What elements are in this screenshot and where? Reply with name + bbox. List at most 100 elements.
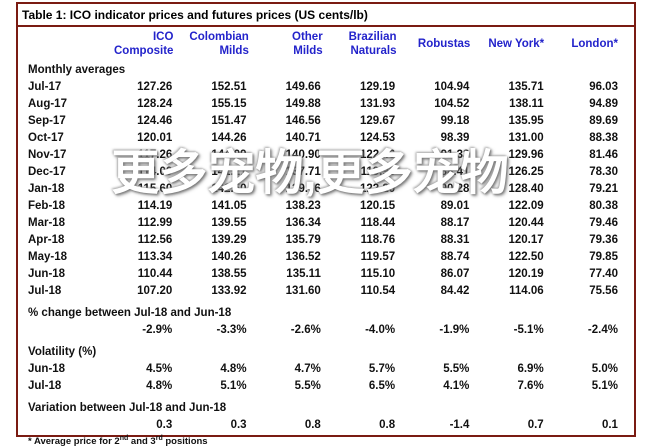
footnote-sup-nd: nd <box>119 435 129 442</box>
column-header-4: Brazilian Naturals <box>348 31 397 57</box>
value-cell: 127.26 <box>137 80 173 93</box>
value-cell: 79.46 <box>589 216 618 229</box>
row-label: Jul-18 <box>28 284 62 297</box>
value-cell: -5.1% <box>513 323 544 336</box>
value-cell: 128.24 <box>137 97 173 110</box>
value-cell: 141.21 <box>211 165 247 178</box>
value-cell: -2.9% <box>142 323 173 336</box>
value-cell: 122.20 <box>359 182 396 195</box>
section-label-row: Volatility (%) <box>18 343 634 360</box>
row-label: Apr-18 <box>28 233 65 246</box>
value-cell: 149.66 <box>285 80 321 93</box>
value-cell: 6.9% <box>517 362 544 375</box>
value-cell: 5.5% <box>294 379 321 392</box>
value-cell: 79.36 <box>589 233 618 246</box>
header-row: ICO Composite Colombian Milds Other Milds Braz… <box>18 27 634 61</box>
row-label: Jun-18 <box>28 267 66 280</box>
value-cell: 142.50 <box>211 182 247 195</box>
value-cell: 135.95 <box>508 114 544 127</box>
volatility-row: Jun-18 4.5% 4.8% 4.7% 5.7% 5.5% 6.9% 5.0% <box>18 360 634 377</box>
value-cell: 5.1% <box>591 379 618 392</box>
value-cell: 88.31 <box>440 233 470 246</box>
row-label: Sep-17 <box>28 114 66 127</box>
value-cell: 84.42 <box>440 284 470 297</box>
value-cell: 110.44 <box>137 267 173 280</box>
value-cell: 79.85 <box>589 250 618 263</box>
value-cell: -2.6% <box>290 323 321 336</box>
row-label: Jan-18 <box>28 182 65 195</box>
row-label: Aug-17 <box>28 97 67 110</box>
value-cell: 126.25 <box>508 165 544 178</box>
monthly-row: Apr-18 112.56 139.29 135.79 118.76 88.31 120.1… <box>18 231 634 248</box>
value-cell: 120.15 <box>359 199 396 212</box>
value-cell: 7.6% <box>517 379 544 392</box>
section-label-row: Variation between Jul-18 and Jun-18 <box>18 399 634 416</box>
volatility-row: Jul-18 4.8% 5.1% 5.5% 6.5% 4.1% 7.6% 5.1% <box>18 377 634 394</box>
value-cell: 115.60 <box>137 182 173 195</box>
row-label: Jul-17 <box>28 80 62 93</box>
value-cell: -4.0% <box>365 323 396 336</box>
value-cell: 80.38 <box>589 199 618 212</box>
table-frame: Table 1: ICO indicator prices and future… <box>16 2 636 447</box>
value-cell: 112.99 <box>137 216 173 229</box>
monthly-row: Aug-17 128.24 155.15 149.88 131.93 104.52 138.… <box>18 95 634 112</box>
section-label-row: Monthly averages <box>18 61 634 78</box>
value-cell: 6.5% <box>368 379 396 392</box>
value-cell: 120.19 <box>508 267 544 280</box>
monthly-row: Jul-17 127.26 152.51 149.66 129.19 104.94 135.… <box>18 78 634 95</box>
monthly-row: Sep-17 124.46 151.47 146.56 129.67 99.18 135.9… <box>18 112 634 129</box>
value-cell: 94.89 <box>589 97 618 110</box>
value-cell: -1.4 <box>449 418 470 431</box>
value-cell: 0.3 <box>230 418 247 431</box>
value-cell: 149.88 <box>285 97 321 110</box>
value-cell: 88.74 <box>440 250 470 263</box>
value-cell: 133.92 <box>211 284 247 297</box>
row-label: May-18 <box>28 250 67 263</box>
value-cell: 131.93 <box>359 97 396 110</box>
monthly-row: Dec-17 114.00 141.21 137.71 119.93 88.41 126.2… <box>18 163 634 180</box>
value-cell: -2.4% <box>587 323 618 336</box>
section-label: Variation between Jul-18 and Jun-18 <box>28 401 227 414</box>
value-cell: 5.7% <box>368 362 396 375</box>
value-cell: 122.46 <box>359 148 396 161</box>
value-cell: 112.56 <box>137 233 173 246</box>
value-cell: 88.38 <box>589 131 618 144</box>
variation-row: 0.3 0.3 0.8 0.8 -1.4 0.7 0.1 <box>18 416 634 433</box>
value-cell: 104.52 <box>434 97 470 110</box>
value-cell: 144.26 <box>211 131 247 144</box>
section-label: Monthly averages <box>28 63 126 76</box>
monthly-row: Mar-18 112.99 139.55 136.34 118.44 88.17 120.4… <box>18 214 634 231</box>
value-cell: 138.55 <box>211 267 247 280</box>
value-cell: 140.90 <box>285 148 321 161</box>
monthly-row: May-18 113.34 140.26 136.52 119.57 88.74 122.5… <box>18 248 634 265</box>
column-header-5: Robustas <box>417 38 471 50</box>
row-label: Feb-18 <box>28 199 66 212</box>
value-cell: 139.55 <box>211 216 247 229</box>
value-cell: 146.56 <box>285 114 321 127</box>
value-cell: 131.00 <box>508 131 544 144</box>
value-cell: 138.23 <box>285 199 321 212</box>
value-cell: 118.76 <box>360 233 396 246</box>
value-cell: 114.19 <box>137 199 173 212</box>
value-cell: 4.5% <box>146 362 173 375</box>
row-label: Jul-18 <box>28 379 62 392</box>
value-cell: 77.40 <box>589 267 618 280</box>
value-cell: 90.28 <box>440 182 470 195</box>
value-cell: 114.00 <box>137 165 173 178</box>
value-cell: 139.66 <box>285 182 321 195</box>
value-cell: 5.1% <box>220 379 247 392</box>
value-cell: 135.79 <box>285 233 321 246</box>
row-label: Oct-17 <box>28 131 64 144</box>
value-cell: 122.50 <box>508 250 544 263</box>
table-title: Table 1: ICO indicator prices and future… <box>18 4 634 27</box>
section-label-row: % change between Jul-18 and Jun-18 <box>18 304 634 321</box>
value-cell: 0.3 <box>156 418 173 431</box>
monthly-row: Jul-18 107.20 133.92 131.60 110.54 84.42 114.0… <box>18 282 634 299</box>
value-cell: 120.44 <box>508 216 544 229</box>
value-cell: 5.5% <box>443 362 470 375</box>
value-cell: 140.26 <box>211 250 247 263</box>
value-cell: 122.09 <box>508 199 544 212</box>
value-cell: 78.30 <box>589 165 618 178</box>
header-spacer <box>18 27 114 61</box>
value-cell: 136.34 <box>285 216 321 229</box>
